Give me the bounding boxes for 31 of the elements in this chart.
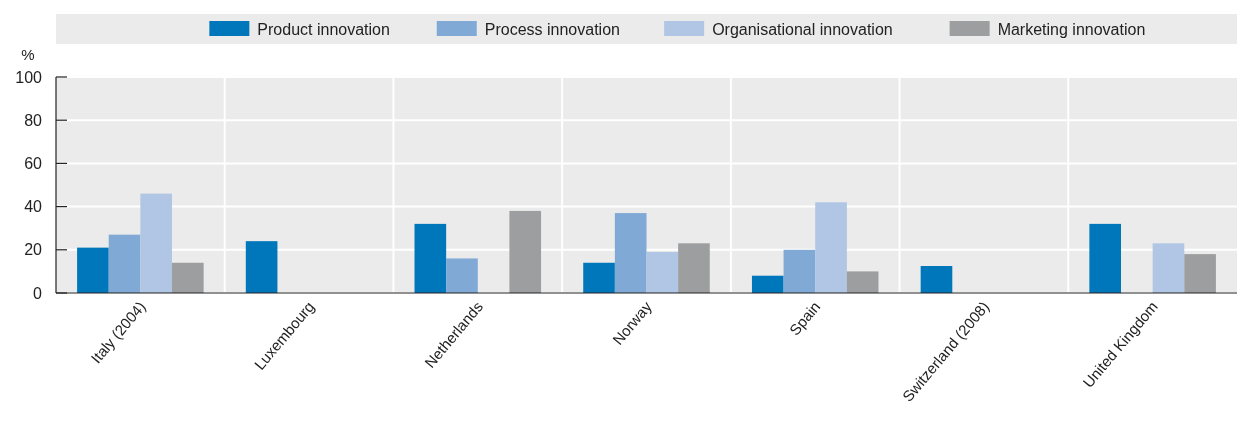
bar: [414, 223, 447, 293]
bar: [646, 251, 679, 293]
bar: [815, 202, 847, 293]
y-tick-label: 20: [24, 241, 43, 259]
legend-label: Product innovation: [257, 20, 390, 38]
y-tick-label: 0: [33, 284, 43, 302]
legend-label: Organisational innovation: [712, 20, 893, 38]
bar: [171, 262, 204, 293]
bar: [846, 271, 879, 293]
bar: [1152, 243, 1185, 293]
bar: [783, 249, 816, 293]
y-tick-label: 60: [24, 155, 43, 172]
legend-label: Marketing innovation: [997, 20, 1146, 38]
bar: [614, 213, 647, 293]
bar: [77, 247, 109, 293]
bar: [1089, 223, 1122, 293]
y-tick-label: 100: [15, 68, 43, 86]
bar: [678, 243, 710, 293]
bar: [140, 193, 172, 293]
bar: [920, 266, 953, 293]
bar: [583, 262, 615, 293]
bar: [245, 241, 278, 293]
bar: [751, 275, 784, 293]
legend-label: Process innovation: [484, 20, 620, 38]
y-axis-title: %: [21, 46, 35, 63]
bar: [108, 234, 141, 293]
bar: [1184, 254, 1216, 293]
y-tick-label: 40: [24, 198, 43, 216]
bar: [446, 258, 478, 293]
y-tick-label: 80: [24, 111, 43, 129]
bar: [509, 210, 542, 293]
